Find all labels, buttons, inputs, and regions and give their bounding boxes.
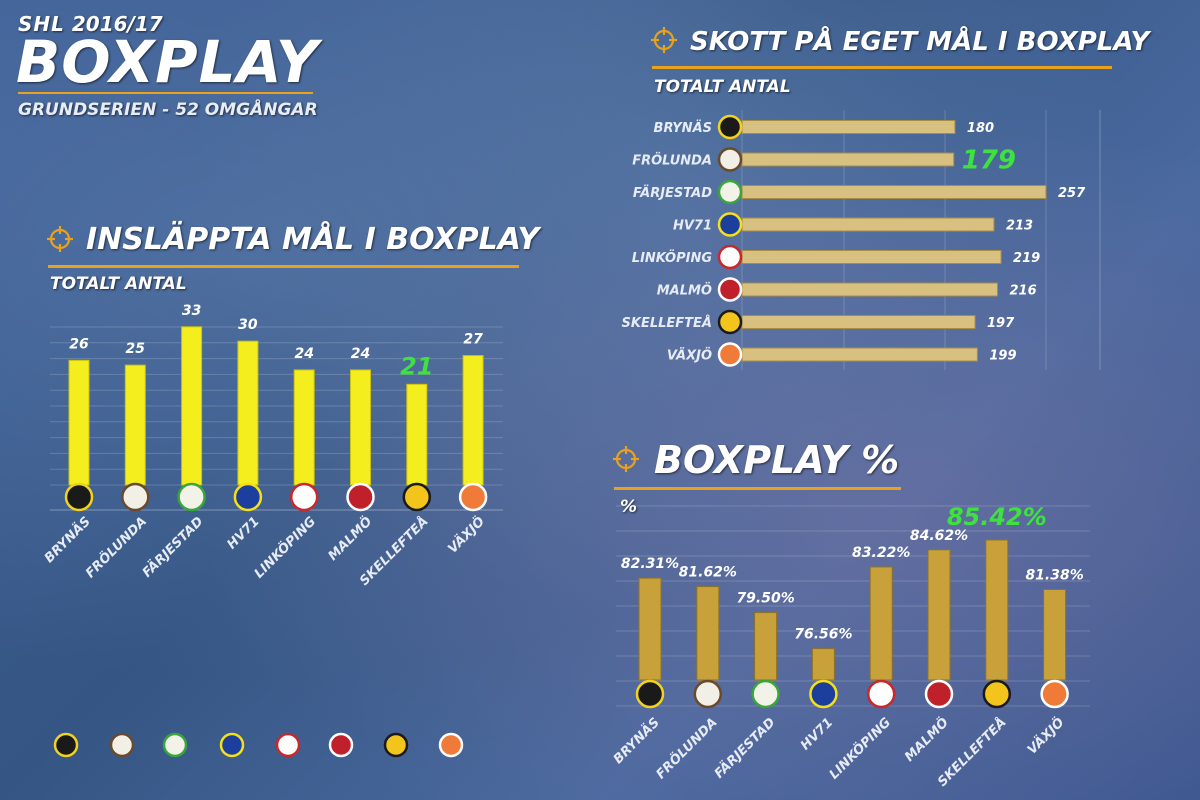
vaxjo-logo-icon [1040,679,1069,709]
shl-brand: SHL [18,12,65,36]
vaxjo-logo-icon [717,342,743,367]
pct-value-label: 81.62% [679,565,737,581]
shots-category-label: SKELLEFTEÅ [622,315,712,331]
goals-value-label: 30 [238,317,258,333]
skelleftea-logo-icon [982,679,1012,709]
linkoping-logo-icon [717,244,743,270]
frolunda-logo-icon [121,482,150,512]
title-divider [18,92,313,94]
pct-value-label: 83.22% [852,545,910,561]
farjestad-logo-icon [717,179,743,205]
pct-value-label: 79.50% [736,591,794,607]
farjestad-logo-icon [177,482,206,512]
shots-value-label: 197 [987,316,1015,331]
pct-value-label: 85.42% [947,503,1047,531]
frolunda-logo-icon [693,679,723,709]
pct-section-divider [614,487,901,490]
shots-category-label: VÄXJÖ [667,348,712,364]
linkoping-logo-icon [866,679,896,709]
season-header: SHL 2016/17 [18,12,163,36]
pct-value-label: 84.62% [910,528,968,544]
pct-value-label: 76.56% [794,627,852,643]
shots-category-label: FÄRJESTAD [633,185,712,201]
shots-value-label: 216 [1010,284,1037,299]
shots-category-label: FRÖLUNDA [632,153,712,169]
skelleftea-logo-icon [402,482,432,512]
malmo-logo-icon [346,482,375,512]
linkoping-logo-icon [289,482,319,512]
crosshair-icon [47,226,73,252]
goals-value-label: 25 [126,341,146,357]
farjestad-logo-icon [751,679,780,709]
goals-value-label: 33 [182,303,201,319]
farjestad-logo-icon [162,732,188,758]
skelleftea-logo-icon [717,309,743,335]
shots-category-label: HV71 [673,219,712,234]
hv71-logo-icon [717,212,743,237]
page-title: BOXPLAY [16,28,319,96]
vaxjo-logo-icon [438,732,464,758]
crosshair-icon [613,446,639,472]
skelleftea-logo-icon [383,732,409,758]
malmo-logo-icon [924,679,954,709]
shots-section-subtitle: TOTALT ANTAL [654,77,791,97]
goals-value-label: 24 [351,346,370,362]
shots-section-divider [652,66,1112,69]
page-subtitle: GRUNDSERIEN - 52 OMGÅNGAR [18,100,318,120]
linkoping-logo-icon [275,732,301,758]
brynas-logo-icon [53,732,79,758]
frolunda-logo-icon [109,732,135,758]
season-label: 2016/17 [71,12,163,36]
shots-value-label: 179 [962,146,1016,176]
hv71-logo-icon [233,482,263,512]
hv71-logo-icon [809,679,838,709]
shots-value-label: 199 [989,349,1016,364]
shots-section-title: SKOTT PÅ EGET MÅL I BOXPLAY [690,27,1150,57]
goals-section-title: INSLÄPPTA MÅL I BOXPLAY [86,222,540,257]
hv71-logo-icon [219,732,245,758]
malmo-logo-icon [717,277,743,302]
goals-value-label: 27 [463,332,483,348]
goals-section-divider [48,265,519,268]
brynas-logo-icon [64,482,94,512]
malmo-logo-icon [328,732,354,758]
shots-value-label: 180 [967,121,994,136]
goals-section-subtitle: TOTALT ANTAL [50,274,187,294]
frolunda-logo-icon [717,147,743,172]
shots-category-label: MALMÖ [657,283,712,299]
brynas-logo-icon [635,679,665,709]
shots-category-label: LINKÖPING [632,250,713,266]
pct-value-label: 81.38% [1025,568,1083,584]
shots-category-label: BRYNÄS [654,120,712,136]
pct-section-subtitle: % [620,497,638,517]
pct-value-label: 82.31% [621,556,679,572]
brynas-logo-icon [717,114,743,140]
goals-value-label: 26 [69,336,89,352]
pct-section-title: BOXPLAY % [654,438,900,482]
crosshair-icon [651,27,677,53]
shots-value-label: 257 [1058,186,1086,201]
shots-value-label: 213 [1006,219,1033,234]
goals-value-label: 24 [294,346,313,362]
shots-value-label: 219 [1013,251,1040,266]
goals-value-label: 21 [400,352,433,380]
vaxjo-logo-icon [458,482,488,512]
